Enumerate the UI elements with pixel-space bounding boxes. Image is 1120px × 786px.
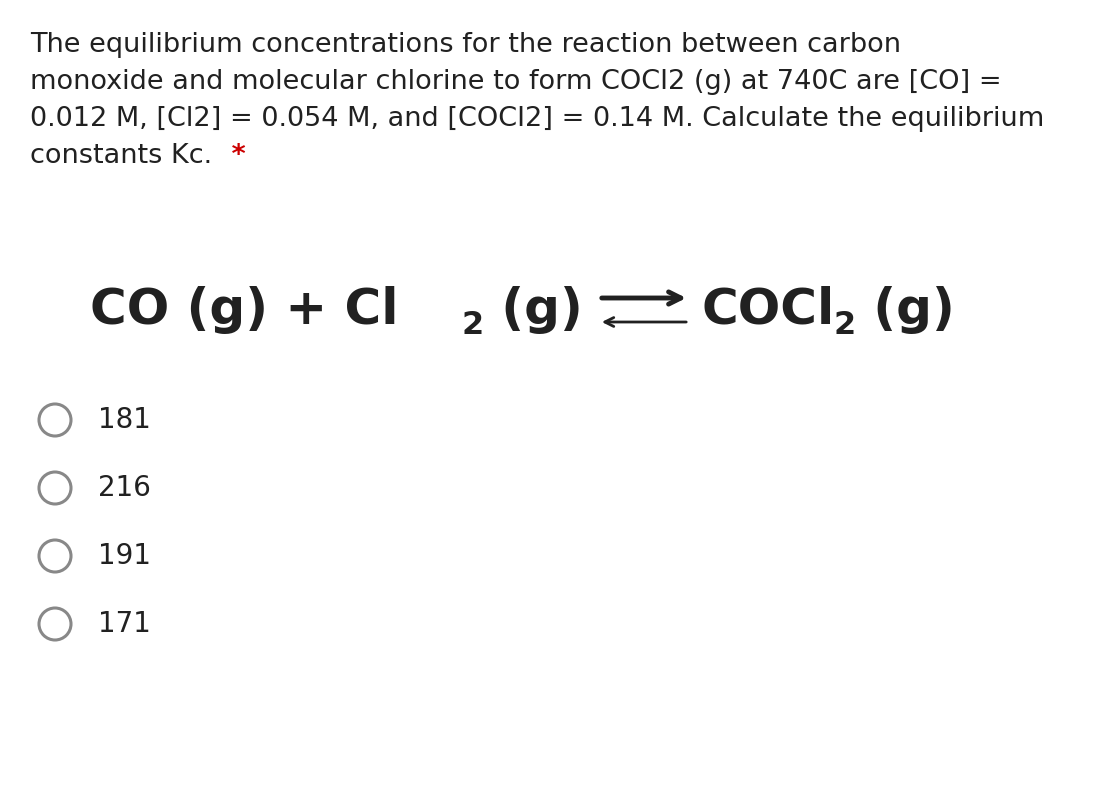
Text: (g): (g) bbox=[484, 286, 582, 334]
Text: 181: 181 bbox=[99, 406, 151, 434]
Text: *: * bbox=[222, 143, 245, 169]
Text: (g): (g) bbox=[856, 286, 954, 334]
Text: CO (g) + Cl: CO (g) + Cl bbox=[90, 286, 399, 334]
Text: constants Kc.: constants Kc. bbox=[30, 143, 212, 169]
Text: monoxide and molecular chlorine to form COCI2 (g) at 740C are [CO] =: monoxide and molecular chlorine to form … bbox=[30, 69, 1001, 95]
Text: 216: 216 bbox=[99, 474, 151, 502]
Text: COCl: COCl bbox=[701, 286, 834, 334]
Text: 171: 171 bbox=[99, 610, 151, 638]
Text: 2: 2 bbox=[461, 310, 484, 340]
Text: The equilibrium concentrations for the reaction between carbon: The equilibrium concentrations for the r… bbox=[30, 32, 900, 58]
Text: 0.012 M, [Cl2] = 0.054 M, and [COCI2] = 0.14 M. Calculate the equilibrium: 0.012 M, [Cl2] = 0.054 M, and [COCI2] = … bbox=[30, 106, 1044, 132]
Text: 2: 2 bbox=[834, 310, 857, 340]
Text: 191: 191 bbox=[99, 542, 151, 570]
